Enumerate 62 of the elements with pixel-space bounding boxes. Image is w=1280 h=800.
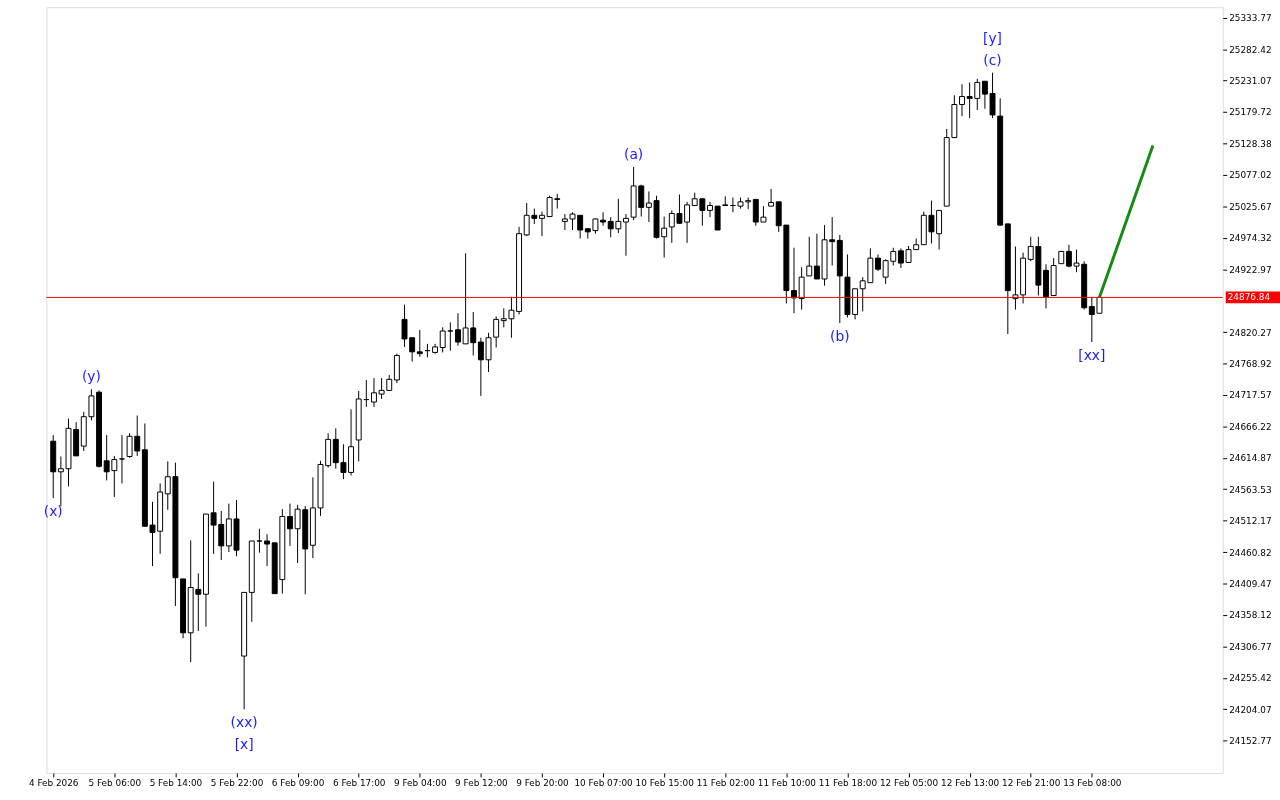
annotation: (b) <box>830 327 850 344</box>
x-tick-label: 10 Feb 07:00 <box>574 778 634 789</box>
y-tick-label: 24974.32 <box>1229 233 1272 244</box>
x-tick-label: 9 Feb 20:00 <box>516 778 570 789</box>
y-tick-label: 25179.72 <box>1229 107 1272 118</box>
y-tick-label: 24666.22 <box>1229 421 1272 432</box>
x-tick-label: 5 Feb 14:00 <box>149 778 203 789</box>
annotation: (c) <box>983 51 1002 68</box>
y-tick-label: 24204.07 <box>1229 704 1272 715</box>
y-tick-label: 24358.12 <box>1229 610 1272 621</box>
x-tick-label: 11 Feb 10:00 <box>757 778 817 789</box>
x-tick-label: 4 Feb 2026 <box>28 778 79 789</box>
candlestick <box>768 188 775 207</box>
y-tick-label: 24563.53 <box>1229 484 1272 495</box>
y-tick-label: 24717.57 <box>1229 390 1272 401</box>
annotation: (x) <box>43 502 63 519</box>
y-tick-label: 24768.92 <box>1229 358 1272 369</box>
annotation: (xx) <box>230 714 258 731</box>
candlestick <box>118 434 125 484</box>
candlestick <box>264 533 271 567</box>
x-tick-label: 9 Feb 12:00 <box>455 778 509 789</box>
annotation: (a) <box>624 146 644 163</box>
x-tick-label: 12 Feb 13:00 <box>941 778 1000 789</box>
annotation: [x] <box>234 735 254 752</box>
y-tick-label: 25128.38 <box>1229 138 1272 149</box>
y-tick-label: 24255.42 <box>1229 673 1272 684</box>
x-tick-label: 11 Feb 02:00 <box>696 778 756 789</box>
candlestick <box>416 329 423 358</box>
y-tick-label: 25282.42 <box>1229 44 1272 55</box>
annotation: [y] <box>983 30 1003 47</box>
x-tick-label: 11 Feb 18:00 <box>818 778 878 789</box>
x-tick-label: 5 Feb 22:00 <box>210 778 264 789</box>
x-tick-label: 13 Feb 08:00 <box>1063 778 1122 789</box>
candlestick <box>447 321 454 352</box>
annotation: (y) <box>81 368 101 385</box>
candlestick <box>623 213 629 257</box>
annotation: [xx] <box>1078 346 1106 363</box>
candlestick <box>439 326 446 353</box>
candlestick <box>959 83 965 117</box>
x-tick-label: 5 Feb 06:00 <box>88 778 142 789</box>
y-tick-label: 24614.87 <box>1229 453 1272 464</box>
x-tick-label: 6 Feb 17:00 <box>332 778 386 789</box>
y-tick-label: 24460.82 <box>1229 547 1272 558</box>
ref-line-label: 24876.84 <box>1227 292 1271 303</box>
x-tick-label: 9 Feb 04:00 <box>393 778 447 789</box>
candlestick <box>791 247 797 314</box>
x-tick-label: 12 Feb 05:00 <box>879 778 939 789</box>
x-tick-label: 10 Feb 15:00 <box>635 778 695 789</box>
candlestick <box>707 201 713 218</box>
y-tick-label: 24152.77 <box>1229 736 1272 747</box>
x-tick-label: 12 Feb 21:00 <box>1002 778 1061 789</box>
y-tick-label: 25231.07 <box>1229 76 1272 87</box>
y-tick-label: 24306.77 <box>1229 641 1272 652</box>
y-tick-label: 24409.47 <box>1229 579 1272 589</box>
y-tick-label: 24820.27 <box>1229 327 1272 338</box>
y-tick-label: 25077.02 <box>1229 170 1272 181</box>
x-tick-label: 6 Feb 09:00 <box>271 778 325 789</box>
y-tick-label: 24922.97 <box>1229 264 1272 275</box>
y-tick-label: 25333.77 <box>1229 13 1272 24</box>
candlestick <box>256 528 263 554</box>
y-tick-label: 24512.17 <box>1229 516 1272 527</box>
y-tick-label: 25025.67 <box>1229 201 1272 212</box>
